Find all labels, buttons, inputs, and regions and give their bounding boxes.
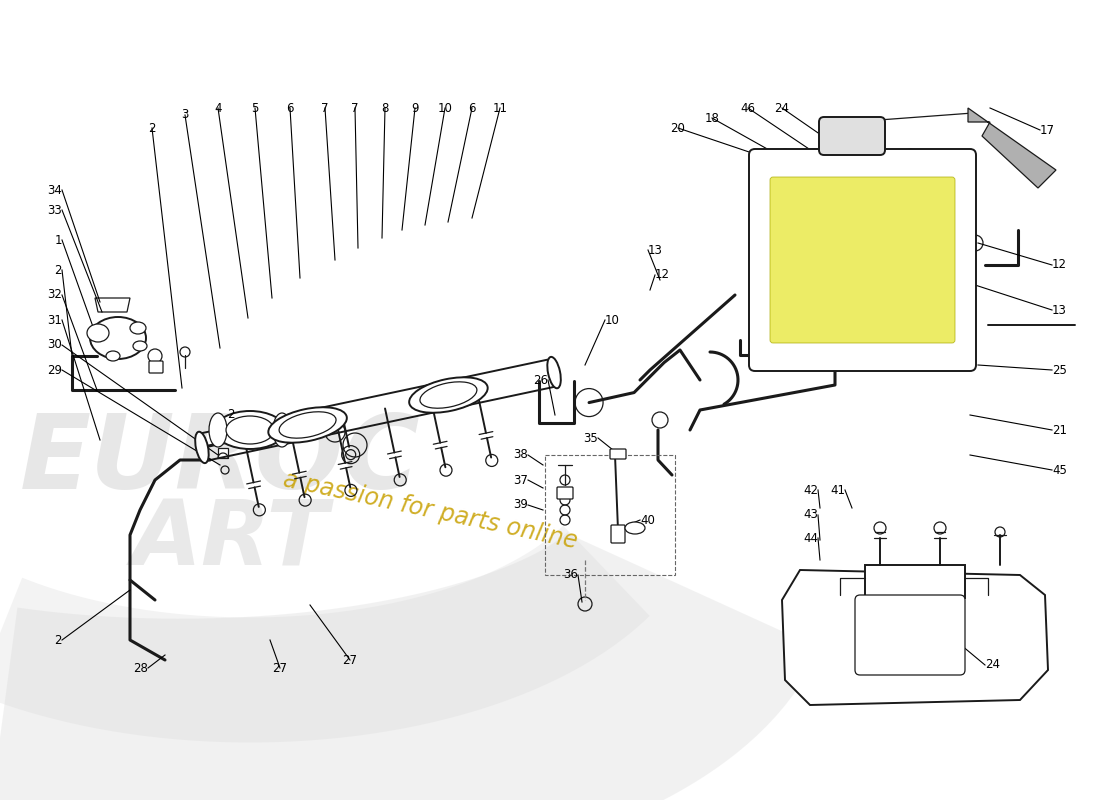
Text: 30: 30	[47, 338, 62, 351]
Circle shape	[834, 118, 870, 154]
Text: 26: 26	[534, 374, 548, 386]
Text: 10: 10	[438, 102, 452, 114]
Text: 37: 37	[513, 474, 528, 486]
Text: 7: 7	[351, 102, 359, 114]
Ellipse shape	[214, 411, 285, 449]
Text: 46: 46	[740, 102, 756, 114]
Text: 11: 11	[493, 102, 507, 114]
Text: 5: 5	[251, 102, 258, 114]
Text: 41: 41	[830, 483, 845, 497]
Text: 1: 1	[55, 234, 62, 246]
Ellipse shape	[90, 317, 146, 359]
Text: 24: 24	[984, 658, 1000, 671]
Ellipse shape	[195, 432, 209, 463]
Text: 3: 3	[182, 109, 189, 122]
Ellipse shape	[226, 416, 274, 444]
Text: 2: 2	[55, 263, 62, 277]
Text: 42: 42	[803, 483, 818, 497]
Circle shape	[842, 126, 862, 146]
Text: 33: 33	[47, 203, 62, 217]
Text: 13: 13	[1052, 303, 1067, 317]
Text: 13: 13	[648, 243, 663, 257]
Ellipse shape	[273, 413, 292, 447]
Ellipse shape	[87, 324, 109, 342]
Ellipse shape	[133, 341, 147, 351]
Text: 6: 6	[469, 102, 475, 114]
Text: 4: 4	[214, 102, 222, 114]
FancyBboxPatch shape	[557, 487, 573, 499]
FancyBboxPatch shape	[148, 361, 163, 373]
FancyBboxPatch shape	[610, 525, 625, 543]
Text: 9: 9	[411, 102, 419, 114]
Text: 39: 39	[513, 498, 528, 511]
Text: 12: 12	[1052, 258, 1067, 271]
Polygon shape	[95, 298, 130, 312]
Ellipse shape	[548, 357, 561, 388]
Text: 20: 20	[671, 122, 685, 134]
FancyBboxPatch shape	[820, 117, 886, 155]
Text: 38: 38	[514, 449, 528, 462]
Text: 7: 7	[321, 102, 329, 114]
Text: 31: 31	[47, 314, 62, 326]
Text: 6: 6	[286, 102, 294, 114]
FancyBboxPatch shape	[610, 449, 626, 459]
Text: 44: 44	[803, 531, 818, 545]
Text: 2: 2	[228, 409, 235, 422]
Text: 40: 40	[640, 514, 654, 526]
Text: 35: 35	[583, 431, 598, 445]
Text: 45: 45	[1052, 463, 1067, 477]
Text: 8: 8	[382, 102, 388, 114]
Text: 12: 12	[654, 269, 670, 282]
Text: 2: 2	[55, 634, 62, 646]
Text: 34: 34	[47, 183, 62, 197]
Text: ART: ART	[132, 496, 329, 584]
Polygon shape	[782, 570, 1048, 705]
Ellipse shape	[279, 412, 335, 438]
Text: a passion for parts online: a passion for parts online	[280, 467, 580, 553]
FancyBboxPatch shape	[855, 595, 965, 675]
Text: 32: 32	[47, 289, 62, 302]
Polygon shape	[865, 565, 965, 598]
Text: 10: 10	[605, 314, 620, 326]
Ellipse shape	[625, 522, 645, 534]
Text: 21: 21	[1052, 423, 1067, 437]
Text: 24: 24	[774, 102, 790, 114]
Ellipse shape	[130, 322, 146, 334]
Text: 28: 28	[133, 662, 148, 674]
Ellipse shape	[409, 378, 487, 413]
Text: 27: 27	[342, 654, 358, 666]
FancyBboxPatch shape	[749, 149, 976, 371]
Text: 17: 17	[1040, 123, 1055, 137]
Text: 25: 25	[1052, 363, 1067, 377]
Text: 36: 36	[563, 569, 578, 582]
Text: 43: 43	[803, 509, 818, 522]
Ellipse shape	[209, 413, 227, 447]
FancyBboxPatch shape	[770, 177, 955, 343]
Text: EUROC: EUROC	[20, 410, 420, 510]
Ellipse shape	[106, 351, 120, 361]
Text: 27: 27	[273, 662, 287, 674]
Ellipse shape	[268, 407, 346, 442]
Text: 2: 2	[148, 122, 156, 134]
Ellipse shape	[420, 382, 477, 408]
Bar	[544, 455, 675, 575]
Text: 29: 29	[47, 363, 62, 377]
Text: 18: 18	[705, 111, 719, 125]
Polygon shape	[218, 448, 228, 458]
Polygon shape	[968, 108, 1056, 188]
